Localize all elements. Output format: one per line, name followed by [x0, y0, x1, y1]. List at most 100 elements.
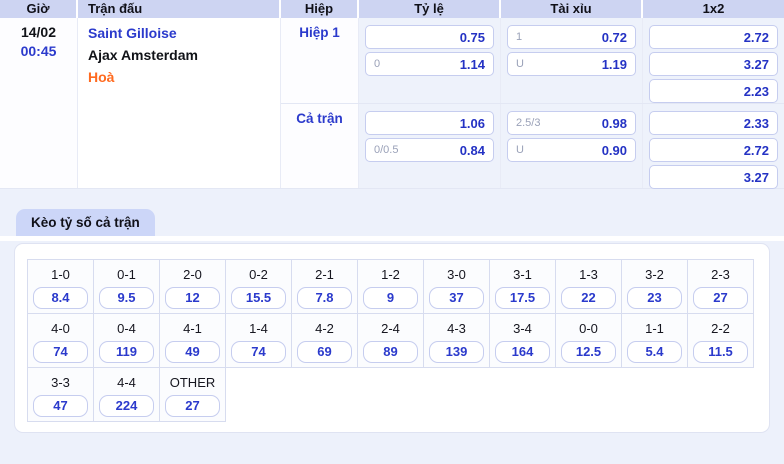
match-teams-cell: Saint Gilloise Ajax Amsterdam Hoà	[78, 18, 281, 188]
over-under-odds-button[interactable]: 2.5/3 0.98	[507, 111, 636, 135]
score-cell: 2-4 89	[357, 313, 424, 368]
odds-value: 3.27	[743, 169, 769, 185]
score-grid-row: 4-0 74 0-4 119 4-1 49 1-4 74	[27, 313, 754, 368]
score-odds-button[interactable]: 22	[561, 287, 616, 309]
match-row: 14/02 00:45 Saint Gilloise Ajax Amsterda…	[0, 18, 784, 189]
score-cell: 2-1 7.8	[291, 259, 358, 314]
score-cell: 2-0 12	[159, 259, 226, 314]
total-line: U	[516, 58, 524, 70]
score-label: 4-4	[117, 375, 136, 390]
tabs-bar: Kèo tỷ số cả trận	[0, 209, 784, 236]
total-line: U	[516, 144, 524, 156]
header-half: Hiệp	[281, 0, 359, 18]
score-label: 2-4	[381, 321, 400, 336]
odds-value: 0.90	[601, 142, 627, 158]
score-odds-button[interactable]: 15.5	[231, 287, 286, 309]
score-cell: 1-4 74	[225, 313, 292, 368]
period-label: Hiệp 1	[281, 18, 359, 103]
score-odds-button[interactable]: 164	[495, 341, 550, 363]
score-grid-row: 1-0 8.4 0-1 9.5 2-0 12 0-2 15.5	[27, 259, 754, 314]
score-cell: 0-2 15.5	[225, 259, 292, 314]
score-odds-button[interactable]: 9	[363, 287, 418, 309]
score-odds-button[interactable]: 69	[297, 341, 352, 363]
handicap-line: 0/0.5	[374, 144, 399, 156]
period-label: Cả trận	[281, 104, 359, 188]
score-odds-button[interactable]: 47	[33, 395, 88, 417]
match-kickoff-time: 00:45	[20, 43, 57, 59]
score-odds-button[interactable]: 49	[165, 341, 220, 363]
score-cell: 4-1 49	[159, 313, 226, 368]
score-cell: 1-2 9	[357, 259, 424, 314]
home-team-link[interactable]: Saint Gilloise	[88, 25, 177, 41]
score-cell: 1-1 5.4	[621, 313, 688, 368]
1x2-odds-button[interactable]: 2.33	[649, 111, 778, 135]
over-under-odds-button[interactable]: U 1.19	[507, 52, 636, 76]
header-time: Giờ	[0, 0, 78, 18]
score-label: 3-4	[513, 321, 532, 336]
score-label: 2-3	[711, 267, 730, 282]
score-odds-button[interactable]: 27	[165, 395, 220, 417]
period-first-half: Hiệp 1 0.75 0 1.14 1	[281, 18, 784, 103]
score-label: 0-0	[579, 321, 598, 336]
score-cell: 1-3 22	[555, 259, 622, 314]
odds-value: 0.75	[459, 29, 485, 45]
odds-value: 3.27	[743, 56, 769, 72]
score-odds-button[interactable]: 224	[99, 395, 154, 417]
score-odds-button[interactable]: 74	[231, 341, 286, 363]
score-label: 3-1	[513, 267, 532, 282]
score-odds-button[interactable]: 12	[165, 287, 220, 309]
score-odds-button[interactable]: 12.5	[561, 341, 616, 363]
tab-underline	[0, 236, 784, 241]
header-1x2: 1x2	[702, 1, 725, 16]
handicap-odds-button[interactable]: 1.06	[365, 111, 494, 135]
score-odds-button[interactable]: 8.4	[33, 287, 88, 309]
odds-table-header: Giờ Trận đấu Hiệp Tỷ lệ Tài xỉu 1x2	[0, 0, 784, 18]
over-under-odds-button[interactable]: 1 0.72	[507, 25, 636, 49]
score-odds-button[interactable]: 23	[627, 287, 682, 309]
score-odds-button[interactable]: 37	[429, 287, 484, 309]
score-odds-button[interactable]: 139	[429, 341, 484, 363]
1x2-odds-button[interactable]: 2.72	[649, 138, 778, 162]
1x2-odds-button[interactable]: 2.72	[649, 25, 778, 49]
score-odds-button[interactable]: 27	[693, 287, 748, 309]
handicap-odds-button[interactable]: 0.75	[365, 25, 494, 49]
handicap-line: 0	[374, 58, 381, 70]
handicap-odds-button[interactable]: 0 1.14	[365, 52, 494, 76]
score-odds-button[interactable]: 7.8	[297, 287, 352, 309]
score-cell: 4-2 69	[291, 313, 358, 368]
odds-value: 1.14	[459, 56, 485, 72]
score-cell: 4-4 224	[93, 367, 160, 422]
score-odds-button[interactable]: 74	[33, 341, 88, 363]
header-match: Trận đấu	[78, 0, 281, 18]
handicap-odds-column: 1.06 0/0.5 0.84	[359, 104, 501, 188]
1x2-odds-column: 2.33 2.72 3.27	[643, 104, 784, 189]
score-label: 4-2	[315, 321, 334, 336]
total-line: 1	[516, 31, 523, 43]
periods-container: Hiệp 1 0.75 0 1.14 1	[281, 18, 784, 189]
score-odds-section: Kèo tỷ số cả trận 1-0 8.4 0-1 9.5 2-0 12	[0, 209, 784, 433]
period-full-match: Cả trận 1.06 0/0.5 0.84 2.5/3	[281, 103, 784, 189]
score-cell: 4-0 74	[27, 313, 94, 368]
score-odds-button[interactable]: 119	[99, 341, 154, 363]
odds-value: 1.19	[601, 56, 627, 72]
score-odds-button[interactable]: 89	[363, 341, 418, 363]
handicap-odds-button[interactable]: 0/0.5 0.84	[365, 138, 494, 162]
1x2-odds-button[interactable]: 2.23	[649, 79, 778, 103]
away-team-label: Ajax Amsterdam	[88, 47, 198, 63]
score-cell: OTHER 27	[159, 367, 226, 422]
score-label: 3-2	[645, 267, 664, 282]
1x2-odds-button[interactable]: 3.27	[649, 52, 778, 76]
score-label: 0-1	[117, 267, 136, 282]
score-label: 4-1	[183, 321, 202, 336]
score-odds-button[interactable]: 5.4	[627, 341, 682, 363]
tab-full-match-score[interactable]: Kèo tỷ số cả trận	[16, 209, 155, 236]
score-odds-button[interactable]: 9.5	[99, 287, 154, 309]
over-under-odds-button[interactable]: U 0.90	[507, 138, 636, 162]
1x2-odds-button[interactable]: 3.27	[649, 165, 778, 189]
betting-page: Giờ Trận đấu Hiệp Tỷ lệ Tài xỉu 1x2 14/0…	[0, 0, 784, 433]
score-label: 0-4	[117, 321, 136, 336]
score-cell: 1-0 8.4	[27, 259, 94, 314]
score-odds-button[interactable]: 17.5	[495, 287, 550, 309]
score-odds-button[interactable]: 11.5	[693, 341, 748, 363]
score-grid: 1-0 8.4 0-1 9.5 2-0 12 0-2 15.5	[27, 259, 769, 422]
